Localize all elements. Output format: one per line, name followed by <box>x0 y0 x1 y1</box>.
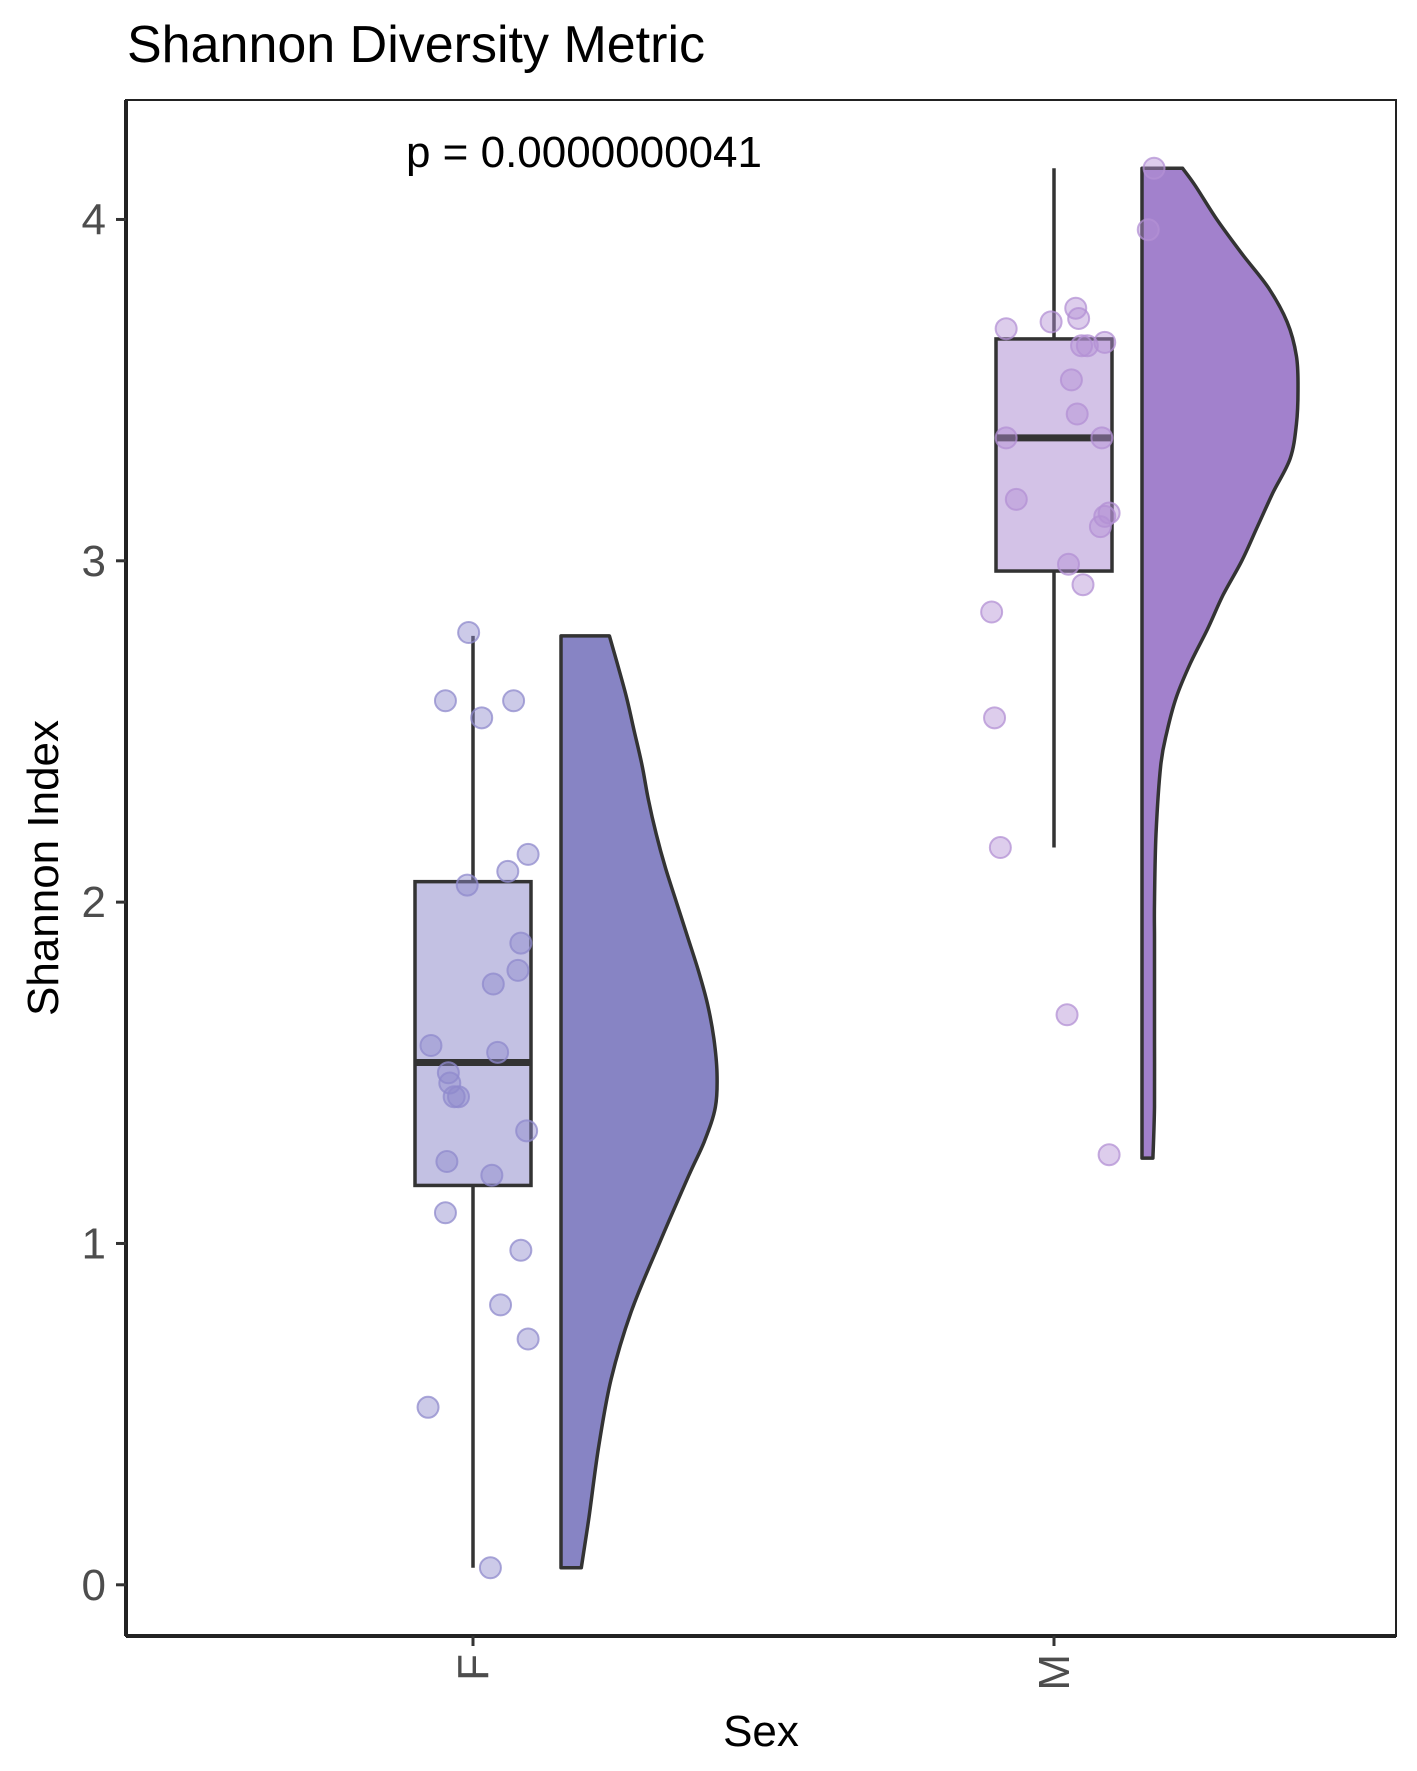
data-point-f-1 <box>457 620 481 644</box>
data-point-m-5 <box>1039 310 1063 334</box>
data-point-m-10 <box>1059 368 1083 392</box>
data-point-m-21 <box>983 706 1007 730</box>
data-point-m-23 <box>1055 1003 1079 1027</box>
y-tick-label-1: 1 <box>82 1219 106 1268</box>
x-tick-label-m: M <box>1030 1654 1079 1691</box>
y-tick-label-3: 3 <box>82 537 106 586</box>
data-point-m-11 <box>1065 402 1089 426</box>
data-point-f-17 <box>515 1119 539 1143</box>
chart-title: Shannon Diversity Metric <box>127 16 705 74</box>
violin-f <box>559 634 719 1570</box>
data-point-m-19 <box>1071 573 1095 597</box>
data-point-f-14 <box>438 1071 462 1095</box>
data-point-m-2 <box>1136 218 1160 242</box>
data-point-m-24 <box>1097 1143 1121 1167</box>
axis-layer: 0 1 2 3 4 F M <box>82 195 1079 1690</box>
data-point-f-4 <box>502 689 526 713</box>
p-value-annotation: p = 0.0000000041 <box>406 128 762 177</box>
data-point-f-9 <box>506 958 530 982</box>
data-point-m-7 <box>1075 334 1099 358</box>
data-point-f-6 <box>496 859 520 883</box>
data-point-f-19 <box>480 1163 504 1187</box>
data-point-f-5 <box>516 842 540 866</box>
data-point-m-12 <box>994 426 1018 450</box>
data-point-f-21 <box>509 1238 533 1262</box>
data-point-m-13 <box>1090 426 1114 450</box>
data-point-f-7 <box>455 873 479 897</box>
group-f <box>413 620 719 1580</box>
data-point-f-16 <box>447 1085 470 1109</box>
data-point-f-11 <box>419 1033 443 1057</box>
data-point-f-25 <box>478 1556 502 1580</box>
y-axis-title: Shannon Index <box>19 720 68 1016</box>
y-tick-label-0: 0 <box>82 1561 106 1610</box>
data-point-m-4 <box>1067 306 1091 330</box>
data-point-m-18 <box>1057 552 1080 576</box>
data-point-m-1 <box>1142 156 1166 180</box>
data-point-m-14 <box>1004 487 1028 511</box>
y-tick-label-4: 4 <box>82 195 106 244</box>
data-point-f-3 <box>470 706 494 730</box>
data-point-m-20 <box>980 600 1004 624</box>
data-point-m-8 <box>1070 334 1094 358</box>
data-point-f-10 <box>481 972 505 996</box>
group-m <box>980 156 1300 1167</box>
violin-m <box>1140 166 1300 1160</box>
data-point-f-12 <box>486 1040 510 1064</box>
x-tick-label-f: F <box>449 1654 498 1681</box>
data-point-f-2 <box>433 689 457 713</box>
data-point-f-20 <box>433 1201 457 1225</box>
data-point-f-18 <box>435 1150 459 1174</box>
data-point-m-17 <box>1088 515 1112 539</box>
x-axis-title: Sex <box>723 1707 799 1756</box>
plot-layer <box>413 156 1300 1580</box>
data-point-f-8 <box>509 931 533 955</box>
data-point-f-23 <box>516 1327 540 1351</box>
box-f <box>413 879 533 1188</box>
data-point-m-9 <box>1093 330 1117 354</box>
data-point-m-22 <box>988 836 1012 860</box>
data-point-f-24 <box>416 1395 440 1419</box>
data-point-f-22 <box>489 1293 513 1317</box>
y-tick-label-2: 2 <box>82 878 106 927</box>
data-point-m-6 <box>994 317 1018 341</box>
box-m <box>994 337 1114 573</box>
